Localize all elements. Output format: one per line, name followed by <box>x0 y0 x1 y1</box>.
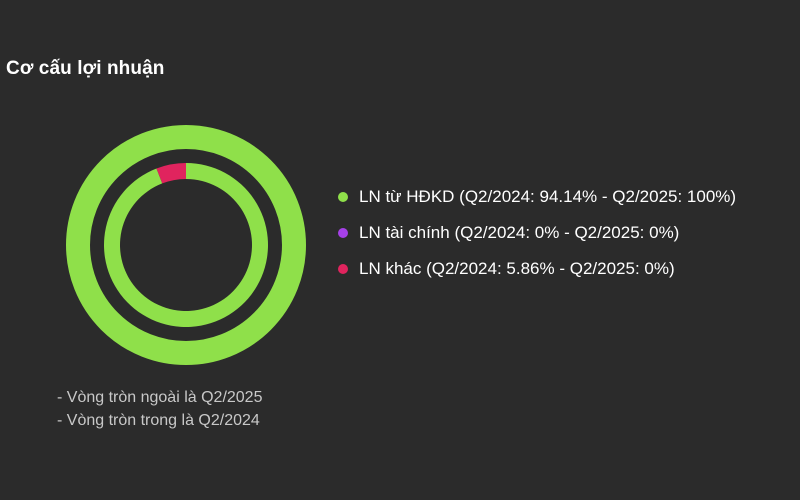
legend-label-ln-hdkd: LN từ HĐKD (Q2/2024: 94.14% - Q2/2025: 1… <box>359 187 737 206</box>
donut-chart <box>66 125 306 365</box>
legend-marker-ln-hdkd <box>338 192 348 202</box>
legend-marker-ln-tai-chinh <box>338 228 348 238</box>
legend-label-ln-khac: LN khác (Q2/2024: 5.86% - Q2/2025: 0%) <box>359 259 675 278</box>
ring-notes: - Vòng tròn ngoài là Q2/2025 - Vòng tròn… <box>57 386 262 432</box>
legend-label-ln-tai-chinh: LN tài chính (Q2/2024: 0% - Q2/2025: 0%) <box>359 223 680 242</box>
legend-item-ln-tai-chinh[interactable]: LN tài chính (Q2/2024: 0% - Q2/2025: 0%) <box>338 219 736 247</box>
chart-title: Cơ cấu lợi nhuận <box>6 58 165 79</box>
slice-inner-ln-hdkd[interactable] <box>104 163 268 327</box>
slice-inner-ln-khac[interactable] <box>156 163 186 184</box>
slice-outer-ln-hdkd[interactable] <box>66 125 306 365</box>
note-inner-ring: - Vòng tròn trong là Q2/2024 <box>57 412 260 429</box>
chart-legend: LN từ HĐKD (Q2/2024: 94.14% - Q2/2025: 1… <box>338 183 736 291</box>
legend-item-ln-hdkd[interactable]: LN từ HĐKD (Q2/2024: 94.14% - Q2/2025: 1… <box>338 183 736 211</box>
legend-item-ln-khac[interactable]: LN khác (Q2/2024: 5.86% - Q2/2025: 0%) <box>338 255 736 283</box>
note-outer-ring: - Vòng tròn ngoài là Q2/2025 <box>57 389 263 406</box>
legend-marker-ln-khac <box>338 264 348 274</box>
